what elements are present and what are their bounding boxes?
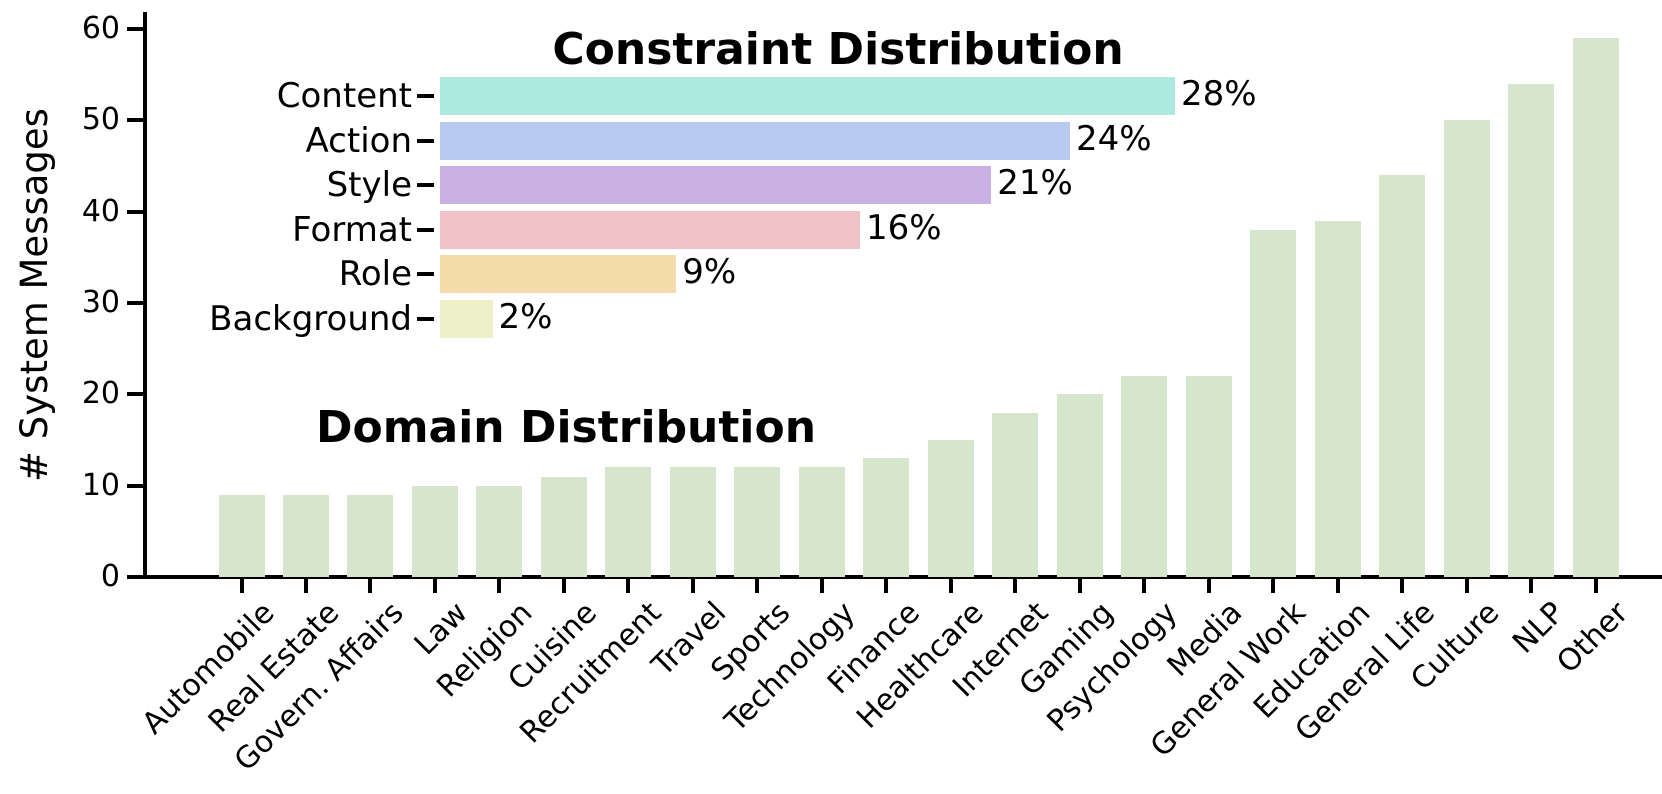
x-tick-mark: [1529, 579, 1534, 593]
y-tick-mark: [127, 27, 143, 32]
x-tick-mark: [755, 579, 760, 593]
constraint-bar: [440, 77, 1175, 115]
inset-tick-mark: [417, 227, 434, 232]
y-tick-mark: [127, 575, 143, 579]
x-tick-mark: [819, 579, 824, 593]
x-tick-mark: [1400, 579, 1405, 593]
constraint-value-label: 24%: [1076, 118, 1152, 159]
y-tick-label: 30: [81, 285, 120, 320]
y-tick-label: 50: [81, 102, 120, 138]
x-tick-mark: [368, 579, 373, 593]
constraint-category-label: Background: [209, 299, 412, 339]
inset-tick-mark: [417, 272, 434, 277]
x-tick-mark: [561, 579, 566, 593]
constraint-value-label: 16%: [866, 207, 942, 248]
constraint-category-label: Content: [276, 76, 412, 116]
domain-bar: [927, 440, 974, 577]
domain-bar: [605, 467, 652, 577]
domain-distribution-title: Domain Distribution: [315, 402, 817, 453]
domain-bar: [1250, 229, 1297, 577]
y-tick-label: 60: [81, 11, 120, 47]
x-tick-mark: [884, 579, 889, 593]
domain-bar: [1443, 120, 1490, 577]
constraint-value-label: 2%: [498, 297, 553, 337]
y-tick-label: 10: [81, 467, 120, 503]
constraint-value-label: 28%: [1181, 74, 1257, 114]
domain-bar: [1121, 376, 1168, 577]
domain-bar: [1056, 394, 1103, 577]
y-tick-mark: [127, 209, 143, 214]
constraint-bar: [440, 166, 992, 205]
y-tick-label: 0: [100, 559, 120, 594]
x-tick-mark: [948, 579, 953, 593]
inset-tick-mark: [417, 317, 434, 321]
x-tick-mark: [1335, 579, 1340, 593]
y-tick-mark: [127, 301, 143, 305]
x-tick-mark: [1206, 579, 1211, 593]
constraint-bar: [440, 210, 860, 249]
x-tick-mark: [1142, 579, 1147, 593]
y-axis-spine: [143, 12, 147, 579]
domain-bar: [798, 467, 845, 577]
domain-bar: [218, 494, 265, 577]
inset-tick-mark: [417, 183, 434, 188]
constraint-category-label: Style: [326, 165, 412, 206]
x-tick-mark: [303, 579, 308, 593]
x-tick-mark: [1271, 579, 1276, 593]
x-tick-mark: [497, 579, 502, 593]
domain-bar: [540, 476, 587, 577]
constraint-distribution-title: Constraint Distribution: [552, 24, 1124, 75]
domain-bar: [282, 494, 329, 577]
domain-bar: [1314, 220, 1361, 577]
domain-bar: [1185, 376, 1232, 577]
domain-bar: [1379, 175, 1426, 577]
x-tick-mark: [1077, 579, 1082, 593]
constraint-category-label: Action: [305, 120, 412, 161]
constraint-bar: [440, 255, 677, 294]
x-tick-mark: [239, 579, 244, 593]
y-tick-mark: [127, 392, 143, 397]
x-tick-mark: [1013, 579, 1018, 593]
x-tick-mark: [1464, 579, 1469, 593]
domain-bar: [1572, 38, 1619, 577]
domain-bar: [734, 467, 781, 577]
x-tick-label: Other: [1550, 595, 1636, 681]
y-tick-label: 40: [81, 193, 120, 229]
constraint-bar: [440, 121, 1070, 160]
y-tick-label: 20: [81, 376, 120, 412]
domain-bar: [669, 467, 716, 577]
domain-bar: [992, 412, 1039, 577]
domain-bar: [347, 494, 394, 577]
constraint-category-label: Role: [338, 254, 412, 295]
x-tick-mark: [690, 579, 695, 593]
domain-bar: [411, 485, 458, 577]
constraint-value-label: 9%: [682, 252, 737, 293]
y-tick-mark: [127, 483, 143, 488]
constraint-value-label: 21%: [997, 163, 1073, 204]
domain-bar: [476, 485, 523, 577]
domain-bar: [863, 458, 910, 577]
y-tick-mark: [127, 118, 143, 123]
inset-tick-mark: [417, 138, 434, 143]
constraint-category-label: Format: [292, 209, 412, 250]
inset-tick-mark: [417, 94, 434, 98]
x-axis-spine: [143, 575, 1662, 579]
x-tick-mark: [432, 579, 437, 593]
x-tick-mark: [1593, 579, 1598, 593]
x-tick-mark: [626, 579, 631, 593]
constraint-bar: [440, 300, 493, 338]
domain-bar: [1508, 83, 1555, 577]
